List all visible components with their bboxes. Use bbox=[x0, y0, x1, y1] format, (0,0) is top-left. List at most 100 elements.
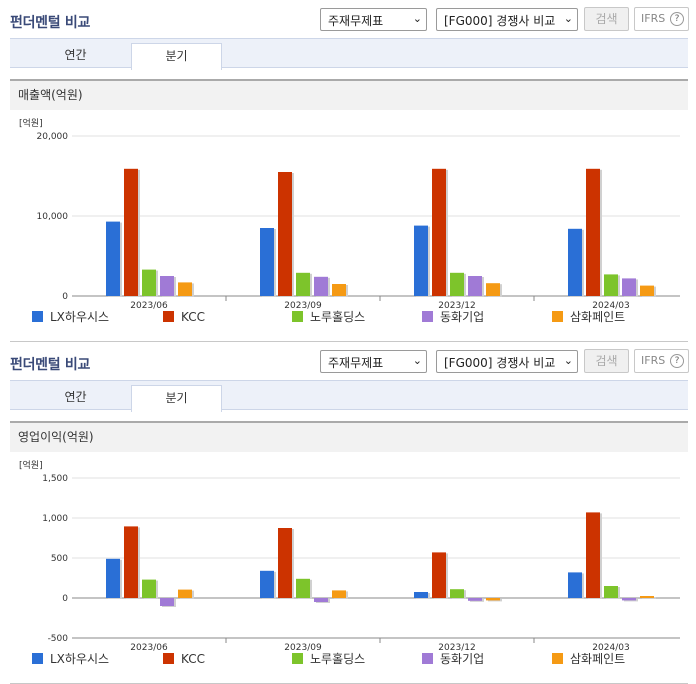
bar bbox=[178, 282, 192, 296]
search-button[interactable]: 검색 bbox=[584, 7, 629, 31]
legend-label: 동화기업 bbox=[440, 310, 484, 324]
peer-group-select[interactable]: [FG000] 경쟁사 비교 ⌄ bbox=[436, 8, 578, 31]
bar bbox=[450, 272, 464, 296]
bar bbox=[160, 276, 174, 296]
legend-item: KCC bbox=[163, 652, 205, 666]
y-tick-label: 1,000 bbox=[42, 514, 68, 524]
bar bbox=[586, 168, 600, 296]
legend-label: LX하우시스 bbox=[50, 652, 109, 666]
x-tick-label: 2023/09 bbox=[284, 643, 322, 653]
bar bbox=[160, 598, 174, 606]
legend-item: 삼화페인트 bbox=[552, 652, 625, 666]
bar bbox=[568, 228, 582, 296]
x-tick-label: 2023/06 bbox=[130, 301, 168, 311]
legend-swatch bbox=[552, 653, 563, 664]
bar bbox=[640, 596, 654, 598]
bar bbox=[332, 284, 346, 296]
bar bbox=[124, 168, 138, 296]
statement-select[interactable]: 주재무제표 ⌄ bbox=[320, 350, 427, 373]
bar bbox=[468, 598, 482, 601]
tab-annual[interactable]: 연간 bbox=[64, 48, 87, 62]
y-tick-label: 500 bbox=[51, 554, 68, 564]
x-tick-label: 2024/03 bbox=[592, 301, 629, 311]
bar bbox=[124, 526, 138, 598]
bar bbox=[640, 285, 654, 296]
bar bbox=[604, 586, 618, 598]
legend-item: KCC bbox=[163, 310, 205, 324]
bar bbox=[296, 578, 310, 598]
bar bbox=[568, 572, 582, 598]
bar bbox=[142, 579, 156, 598]
peer-group-select-value: [FG000] 경쟁사 비교 bbox=[444, 14, 556, 28]
legend-label: 노루홀딩스 bbox=[310, 652, 365, 666]
y-tick-label: 0 bbox=[62, 594, 68, 604]
statement-select[interactable]: 주재무제표 ⌄ bbox=[320, 8, 427, 31]
operating-profit-chart: [억원] -500 0 500 1,000 1,500 2023/06 2023/09 2023… bbox=[10, 452, 688, 684]
unit-label: [억원] bbox=[19, 459, 43, 471]
chevron-down-icon: ⌄ bbox=[412, 12, 422, 25]
ifrs-help-button[interactable]: IFRS? bbox=[634, 7, 689, 31]
chevron-down-icon: ⌄ bbox=[563, 354, 573, 367]
tab-quarterly[interactable]: 분기 bbox=[131, 43, 222, 70]
legend-swatch bbox=[422, 311, 433, 322]
bar bbox=[278, 528, 292, 598]
legend-item: 동화기업 bbox=[422, 310, 484, 324]
bar bbox=[314, 598, 328, 602]
revenue-chart: [억원] 0 10,000 20,000 2023/06 2023/09 2023/12 20… bbox=[10, 110, 688, 342]
bar bbox=[622, 278, 636, 296]
legend-item: 삼화페인트 bbox=[552, 310, 625, 324]
legend-swatch bbox=[292, 311, 303, 322]
bar bbox=[106, 221, 120, 296]
legend-item: 노루홀딩스 bbox=[292, 652, 365, 666]
legend-label: LX하우시스 bbox=[50, 310, 109, 324]
search-button[interactable]: 검색 bbox=[584, 349, 629, 373]
legend-label: KCC bbox=[181, 652, 205, 666]
statement-select-value: 주재무제표 bbox=[328, 356, 384, 370]
bar bbox=[260, 570, 274, 598]
statement-select-value: 주재무제표 bbox=[328, 14, 384, 28]
y-tick-label: 1,500 bbox=[42, 474, 68, 484]
legend-label: 노루홀딩스 bbox=[310, 310, 365, 324]
ifrs-help-button[interactable]: IFRS? bbox=[634, 349, 689, 373]
legend-swatch bbox=[552, 311, 563, 322]
tab-quarterly[interactable]: 분기 bbox=[131, 385, 222, 412]
peer-group-select[interactable]: [FG000] 경쟁사 비교 ⌄ bbox=[436, 350, 578, 373]
legend-item: LX하우시스 bbox=[32, 310, 109, 324]
fundamental-panel-operating-profit: 펀더멘털 비교 주재무제표 ⌄ [FG000] 경쟁사 비교 ⌄ 검색 IFRS? … bbox=[0, 342, 696, 684]
peer-group-select-value: [FG000] 경쟁사 비교 bbox=[444, 356, 556, 370]
bar bbox=[604, 274, 618, 296]
section-title: 매출액(억원) bbox=[10, 79, 688, 110]
bar bbox=[414, 225, 428, 296]
legend-item: LX하우시스 bbox=[32, 652, 109, 666]
legend-label: 삼화페인트 bbox=[570, 652, 625, 666]
x-tick-label: 2023/06 bbox=[130, 643, 168, 653]
bar bbox=[314, 276, 328, 296]
bar bbox=[432, 168, 446, 296]
x-tick-label: 2023/12 bbox=[438, 301, 475, 311]
operating-profit-chart-svg: [억원] -500 0 500 1,000 1,500 2023/06 2023/09 2023… bbox=[19, 459, 680, 666]
y-tick-label: 10,000 bbox=[37, 212, 69, 222]
help-icon: ? bbox=[670, 354, 684, 368]
tab-annual[interactable]: 연간 bbox=[64, 390, 87, 404]
y-tick-label: 0 bbox=[62, 292, 68, 302]
panel-title: 펀더멘털 비교 bbox=[10, 357, 91, 373]
legend-swatch bbox=[422, 653, 433, 664]
bar bbox=[586, 512, 600, 598]
revenue-chart-svg: [억원] 0 10,000 20,000 2023/06 2023/09 2023/12 20… bbox=[19, 117, 680, 324]
x-tick-label: 2023/09 bbox=[284, 301, 322, 311]
bar bbox=[622, 598, 636, 601]
bar bbox=[486, 283, 500, 296]
x-tick-label: 2023/12 bbox=[438, 643, 475, 653]
panel-title: 펀더멘털 비교 bbox=[10, 15, 91, 31]
panel-header: 펀더멘털 비교 주재무제표 ⌄ [FG000] 경쟁사 비교 ⌄ 검색 IFRS? bbox=[0, 0, 696, 38]
bar bbox=[178, 589, 192, 598]
legend-swatch bbox=[163, 653, 174, 664]
unit-label: [억원] bbox=[19, 117, 43, 129]
legend-label: 동화기업 bbox=[440, 652, 484, 666]
bar bbox=[486, 598, 500, 601]
legend-swatch bbox=[32, 311, 43, 322]
bar bbox=[450, 589, 464, 598]
bar bbox=[468, 276, 482, 296]
bar bbox=[278, 172, 292, 296]
ifrs-label: IFRS bbox=[641, 354, 666, 367]
